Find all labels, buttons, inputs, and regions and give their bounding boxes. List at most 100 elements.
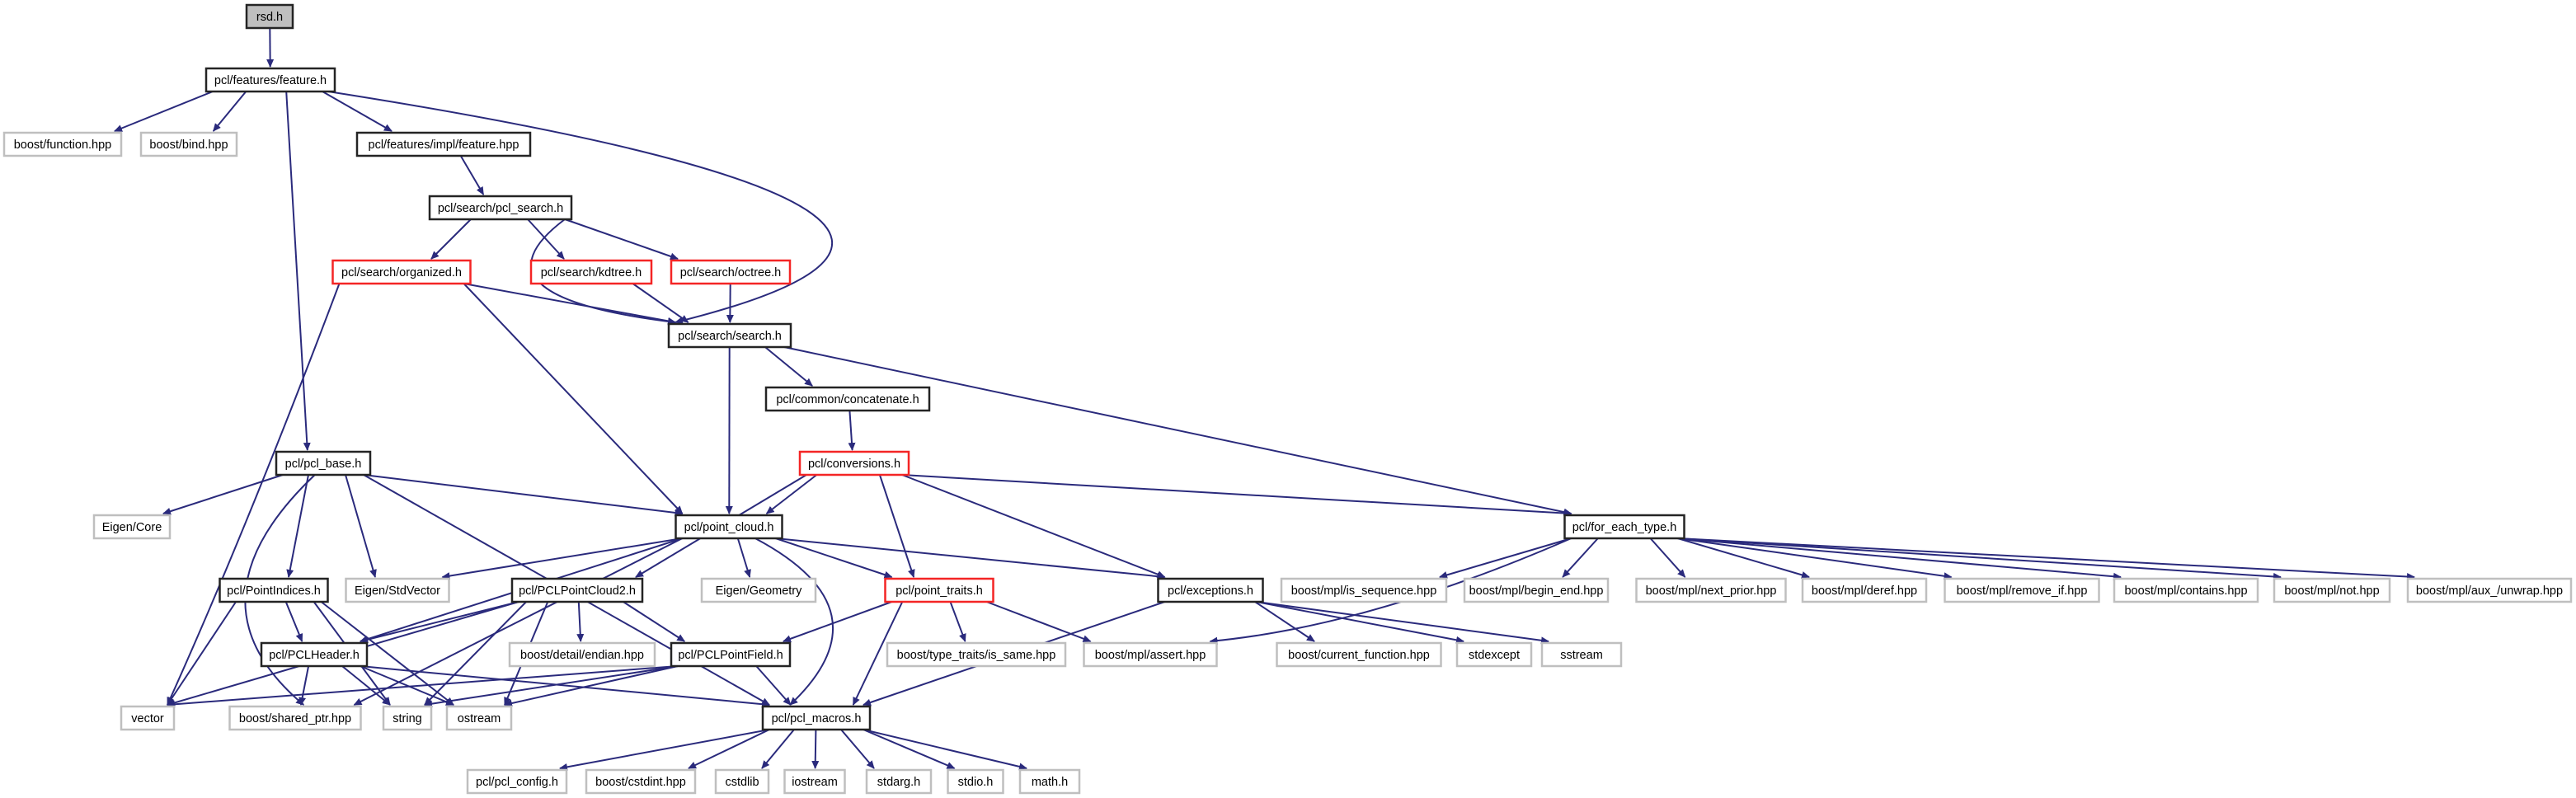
include-edge-foreachtype-removeif bbox=[1677, 537, 1953, 580]
include-edge-foreachtype-not bbox=[1677, 537, 2282, 580]
node-box-pclbase[interactable] bbox=[275, 450, 372, 476]
node-label-function: boost/function.hpp bbox=[14, 138, 112, 152]
node-label-organized: pcl/search/organized.h bbox=[341, 266, 462, 279]
node-box-pointtraits[interactable] bbox=[884, 577, 994, 603]
graph-node-pclpointcloud2[interactable]: pcl/PCLPointCloud2.h bbox=[510, 577, 644, 603]
node-label-exceptions: pcl/exceptions.h bbox=[1168, 584, 1253, 598]
node-label-bind: boost/bind.hpp bbox=[149, 138, 228, 152]
include-edge-pclsearch-organized bbox=[430, 218, 472, 260]
include-edge-feature-function bbox=[114, 91, 214, 132]
node-box-concatenate[interactable] bbox=[764, 386, 931, 412]
graph-node-ostream: ostream bbox=[445, 705, 513, 731]
node-label-pclpointfield: pcl/PCLPointField.h bbox=[678, 649, 783, 662]
node-label-not: boost/mpl/not.hpp bbox=[2284, 584, 2379, 598]
node-label-pclbase: pcl/pcl_base.h bbox=[285, 458, 362, 471]
graph-node-pointindices[interactable]: pcl/PointIndices.h bbox=[219, 577, 329, 603]
graph-node-string: string bbox=[382, 705, 433, 731]
node-box-pointindices[interactable] bbox=[219, 577, 329, 603]
graph-node-exceptions[interactable]: pcl/exceptions.h bbox=[1157, 577, 1264, 603]
node-box-searchsearch[interactable] bbox=[667, 322, 792, 349]
include-edge-concatenate-conversions bbox=[848, 410, 856, 451]
graph-node-pclpointfield[interactable]: pcl/PCLPointField.h bbox=[670, 641, 792, 668]
node-label-string: string bbox=[393, 712, 421, 725]
node-label-stdarg: stdarg.h bbox=[877, 776, 920, 789]
graph-node-concatenate[interactable]: pcl/common/concatenate.h bbox=[764, 386, 931, 412]
node-box-implfeature[interactable] bbox=[355, 131, 532, 157]
include-edge-pclsearch-kdtree bbox=[527, 218, 565, 260]
node-box-pclsearch[interactable] bbox=[428, 195, 573, 221]
include-edge-pclpointcloud2-endian bbox=[576, 601, 585, 642]
node-box-ostream bbox=[445, 705, 513, 731]
graph-node-foreachtype[interactable]: pcl/for_each_type.h bbox=[1563, 514, 1685, 540]
include-edge-pointtraits-pclmacros bbox=[852, 601, 904, 706]
node-box-exceptions[interactable] bbox=[1157, 577, 1264, 603]
graph-node-implfeature[interactable]: pcl/features/impl/feature.hpp bbox=[355, 131, 532, 157]
node-box-pclpointcloud2[interactable] bbox=[510, 577, 644, 603]
include-edge-organized-pointcloud bbox=[463, 283, 684, 514]
node-label-vector: vector bbox=[131, 712, 164, 725]
node-box-feature[interactable] bbox=[204, 67, 336, 93]
graph-node-endian: boost/detail/endian.hpp bbox=[508, 641, 656, 668]
graph-node-pointtraits[interactable]: pcl/point_traits.h bbox=[884, 577, 994, 603]
include-edge-conversions-exceptions bbox=[901, 474, 1166, 578]
node-box-sharedptr bbox=[228, 705, 362, 731]
graph-node-pclmacros[interactable]: pcl/pcl_macros.h bbox=[761, 705, 872, 731]
node-box-not bbox=[2273, 577, 2391, 603]
graph-node-stdexcept: stdexcept bbox=[1455, 641, 1533, 668]
graph-node-conversions[interactable]: pcl/conversions.h bbox=[798, 450, 910, 476]
node-box-pclmacros[interactable] bbox=[761, 705, 872, 731]
graph-node-pclbase[interactable]: pcl/pcl_base.h bbox=[275, 450, 372, 476]
node-label-contains: boost/mpl/contains.hpp bbox=[2124, 584, 2247, 598]
include-edge-pointcloud-geometry bbox=[736, 537, 751, 578]
graph-node-organized[interactable]: pcl/search/organized.h bbox=[331, 259, 472, 285]
node-box-organized[interactable] bbox=[331, 259, 472, 285]
graph-node-octree[interactable]: pcl/search/octree.h bbox=[670, 259, 792, 285]
graph-node-config: pcl/pcl_config.h bbox=[466, 768, 568, 795]
graph-node-iostream: iostream bbox=[783, 768, 846, 795]
node-box-pclheader[interactable] bbox=[260, 641, 369, 668]
node-label-beginend: boost/mpl/begin_end.hpp bbox=[1469, 584, 1604, 598]
include-edge-exceptions-sstream bbox=[1256, 601, 1549, 645]
graph-node-feature[interactable]: pcl/features/feature.h bbox=[204, 67, 336, 93]
node-label-eigencore: Eigen/Core bbox=[102, 521, 162, 534]
graph-node-pointcloud[interactable]: pcl/point_cloud.h bbox=[675, 514, 783, 540]
node-box-octree[interactable] bbox=[670, 259, 792, 285]
include-edge-pclmacros-math bbox=[863, 729, 1027, 771]
node-box-pointcloud[interactable] bbox=[675, 514, 783, 540]
node-box-stdarg bbox=[865, 768, 933, 795]
node-label-implfeature: pcl/features/impl/feature.hpp bbox=[369, 138, 519, 152]
graph-node-stdio: stdio.h bbox=[947, 768, 1004, 795]
include-edge-exceptions-currentfunction bbox=[1254, 601, 1315, 642]
node-label-pointcloud: pcl/point_cloud.h bbox=[684, 521, 774, 534]
include-edge-exceptions-stdexcept bbox=[1256, 601, 1464, 644]
graph-node-pclheader[interactable]: pcl/PCLHeader.h bbox=[260, 641, 369, 668]
include-edge-pointcloud-pointtraits bbox=[775, 537, 893, 579]
graph-node-kdtree[interactable]: pcl/search/kdtree.h bbox=[529, 259, 653, 285]
node-box-pclpointfield[interactable] bbox=[670, 641, 792, 668]
include-edge-conversions-pointcloud bbox=[765, 474, 818, 514]
graph-node-pclsearch[interactable]: pcl/search/pcl_search.h bbox=[428, 195, 573, 221]
graph-node-bind: boost/bind.hpp bbox=[139, 131, 238, 157]
node-box-function bbox=[2, 131, 123, 157]
include-edge-pointindices-pclheader bbox=[284, 601, 303, 642]
node-label-ostream: ostream bbox=[458, 712, 501, 725]
node-box-stdexcept bbox=[1455, 641, 1533, 668]
graph-node-nextprior: boost/mpl/next_prior.hpp bbox=[1635, 577, 1787, 603]
node-box-kdtree[interactable] bbox=[529, 259, 653, 285]
node-box-foreachtype[interactable] bbox=[1563, 514, 1685, 540]
include-edge-feature-searchsearch bbox=[327, 91, 833, 325]
graph-node-rsd[interactable]: rsd.h bbox=[245, 3, 294, 30]
node-box-conversions[interactable] bbox=[798, 450, 910, 476]
include-edge-pclmacros-cstdlib bbox=[761, 729, 795, 769]
include-edge-foreachtype-beginend bbox=[1562, 537, 1599, 578]
include-edge-pclheader-pclmacros bbox=[360, 665, 770, 708]
include-edge-pointtraits-issame bbox=[949, 601, 966, 642]
include-edge-pclmacros-cstdint bbox=[688, 729, 770, 769]
include-edge-pointcloud-sharedptr bbox=[353, 537, 683, 706]
node-box-currentfunction bbox=[1276, 641, 1442, 668]
graph-node-searchsearch[interactable]: pcl/search/search.h bbox=[667, 322, 792, 349]
node-box-rsd[interactable] bbox=[245, 3, 294, 30]
include-edge-pclpointfield-ostream bbox=[504, 665, 679, 707]
node-label-nextprior: boost/mpl/next_prior.hpp bbox=[1646, 584, 1777, 598]
